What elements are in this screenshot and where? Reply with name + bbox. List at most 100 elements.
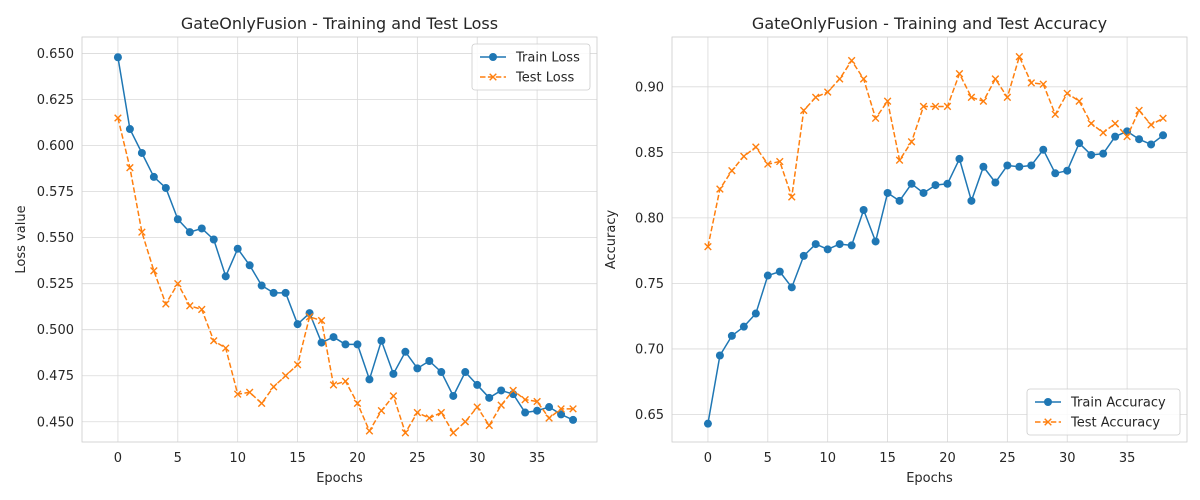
data-point: [967, 196, 976, 205]
data-point: [823, 88, 832, 96]
data-point: [221, 344, 230, 352]
data-point: [728, 166, 736, 175]
data-point: [425, 414, 434, 422]
data-point: [739, 322, 748, 331]
data-point: [245, 388, 254, 397]
legend-marker: [489, 73, 497, 81]
data-point: [257, 399, 266, 408]
data-point: [859, 75, 868, 83]
data-point: [1003, 161, 1012, 170]
data-point: [703, 419, 712, 428]
data-point: [907, 138, 916, 146]
data-point: [1027, 161, 1036, 170]
data-point: [329, 333, 338, 342]
data-point: [1147, 121, 1155, 129]
data-point: [545, 403, 554, 412]
data-point: [138, 228, 146, 236]
data-point: [763, 271, 772, 280]
data-point: [907, 179, 916, 188]
x-tick-label: 0: [114, 451, 122, 466]
legend-label: Test Loss: [515, 71, 574, 86]
data-point: [1147, 140, 1156, 149]
x-tick-label: 0: [704, 451, 712, 466]
data-point: [173, 215, 182, 224]
data-point: [461, 417, 470, 426]
y-tick-label: 0.575: [37, 185, 74, 200]
data-point: [197, 224, 206, 233]
data-point: [751, 309, 760, 318]
x-tick-label: 35: [529, 451, 546, 466]
data-point: [764, 160, 772, 168]
data-point: [859, 206, 868, 215]
data-point: [269, 288, 278, 297]
chart-title: GateOnlyFusion - Training and Test Accur…: [752, 14, 1107, 33]
y-axis-label: Accuracy: [604, 210, 619, 270]
plot-area: [82, 37, 597, 442]
data-point: [752, 143, 760, 151]
data-point: [955, 69, 964, 78]
chart-title: GateOnlyFusion - Training and Test Loss: [181, 14, 498, 33]
x-tick-label: 35: [1119, 451, 1136, 466]
data-point: [787, 283, 796, 292]
data-point: [871, 237, 880, 246]
data-point: [521, 395, 529, 404]
data-point: [943, 102, 952, 111]
data-point: [811, 240, 820, 249]
data-point: [485, 393, 494, 402]
data-point: [401, 429, 410, 437]
data-point: [473, 403, 482, 411]
data-point: [716, 185, 724, 193]
data-point: [1063, 89, 1072, 98]
y-tick-label: 0.450: [37, 415, 74, 430]
data-point: [1003, 93, 1012, 102]
data-point: [1111, 119, 1119, 128]
data-point: [1087, 119, 1095, 128]
data-point: [569, 405, 577, 413]
data-point: [1063, 166, 1072, 175]
x-tick-label: 30: [1059, 451, 1076, 466]
legend-marker: [489, 53, 497, 61]
data-point: [991, 75, 1000, 83]
data-point: [341, 340, 350, 349]
data-point: [377, 336, 386, 345]
data-point: [150, 267, 158, 275]
y-tick-label: 0.550: [37, 231, 74, 246]
x-tick-label: 10: [819, 451, 836, 466]
data-point: [704, 242, 712, 251]
data-point: [449, 391, 458, 400]
data-point: [473, 380, 482, 389]
data-point: [847, 56, 856, 65]
data-point: [114, 114, 122, 122]
data-point: [125, 125, 134, 134]
x-tick-label: 10: [229, 451, 246, 466]
data-point: [233, 390, 242, 398]
data-point: [1135, 106, 1143, 115]
data-point: [197, 305, 206, 314]
data-point: [1075, 139, 1084, 148]
data-point: [137, 148, 146, 157]
data-point: [967, 93, 976, 102]
data-point: [149, 172, 158, 181]
data-point: [305, 313, 314, 321]
x-axis-label: Epochs: [906, 471, 953, 486]
plot-frame: [671, 36, 1188, 443]
data-point: [883, 188, 892, 197]
data-point: [979, 97, 988, 106]
data-point: [485, 421, 494, 430]
x-tick-label: 20: [349, 451, 366, 466]
y-axis-label: Loss value: [14, 205, 29, 273]
data-point: [533, 397, 541, 406]
data-point: [835, 240, 844, 249]
data-point: [497, 386, 506, 395]
data-point: [329, 381, 338, 389]
data-point: [991, 178, 1000, 187]
data-point: [835, 75, 844, 83]
x-tick-label: 15: [289, 451, 306, 466]
x-tick-label: 5: [764, 451, 772, 466]
data-point: [281, 288, 290, 297]
data-point: [413, 364, 422, 373]
y-tick-label: 0.75: [635, 277, 664, 292]
data-point: [823, 245, 832, 254]
data-point: [113, 53, 122, 62]
